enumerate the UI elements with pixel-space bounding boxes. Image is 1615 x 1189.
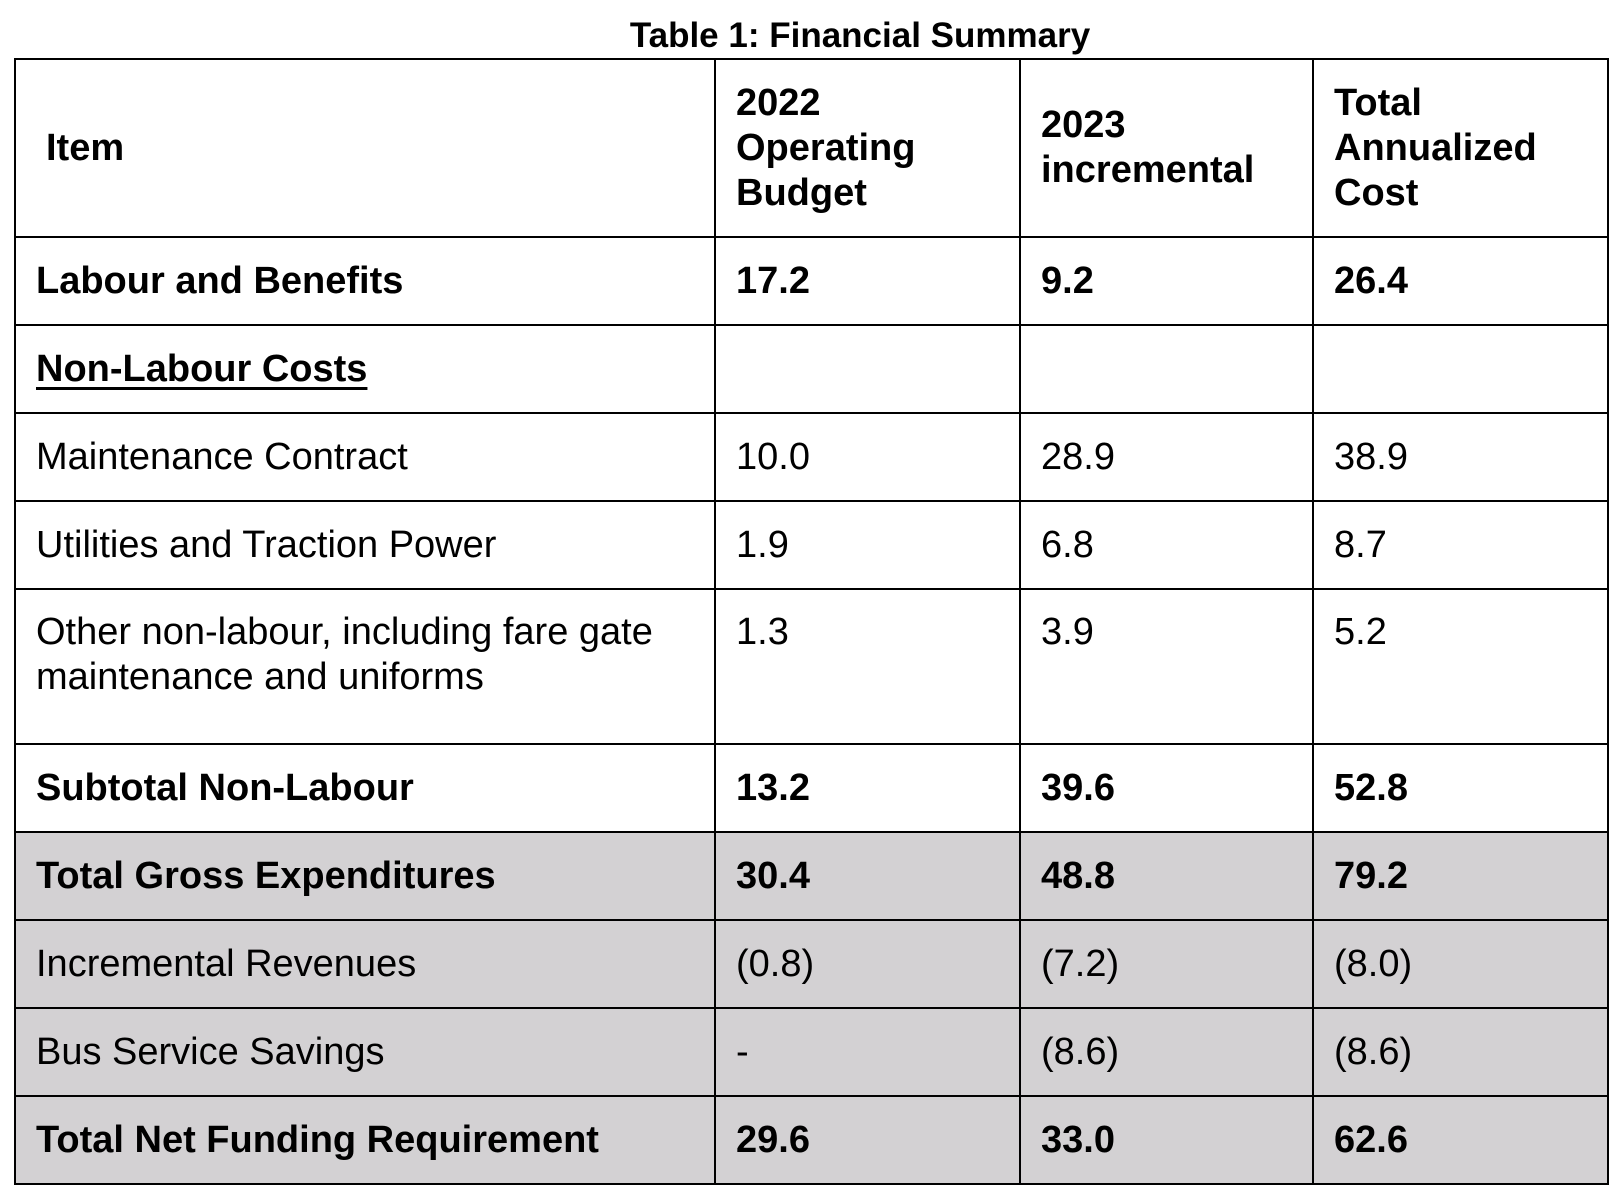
header-2023-incremental: 2023 incremental [1019,58,1314,238]
row-total-value: (8.6) [1312,1007,1609,1097]
header-row: Item 2022 Operating Budget 2023 incremen… [14,58,1609,238]
row-item: Subtotal Non-Labour [14,743,716,833]
row-item: Other non-labour, including fare gate ma… [14,588,716,745]
row-total-value: 62.6 [1312,1095,1609,1185]
table-row: Utilities and Traction Power 1.9 6.8 8.7 [14,500,1609,590]
row-2022-value: 13.2 [714,743,1021,833]
row-item: Maintenance Contract [14,412,716,502]
row-2022-value: (0.8) [714,919,1021,1009]
table-row: Total Net Funding Requirement 29.6 33.0 … [14,1095,1609,1185]
row-total-value: 79.2 [1312,831,1609,921]
header-item: Item [14,58,716,238]
row-2023-value: 9.2 [1019,236,1314,326]
table-row: Maintenance Contract 10.0 28.9 38.9 [14,412,1609,502]
row-item: Total Gross Expenditures [14,831,716,921]
row-item: Bus Service Savings [14,1007,716,1097]
row-2022-value [714,324,1021,414]
row-2022-value: 1.3 [714,588,1021,745]
row-item: Utilities and Traction Power [14,500,716,590]
table-caption: Table 1: Financial Summary [629,16,1091,55]
row-2022-value: 1.9 [714,500,1021,590]
header-total-annualized-cost: Total Annualized Cost [1312,58,1609,238]
row-2023-value: 6.8 [1019,500,1314,590]
row-2023-value: 3.9 [1019,588,1314,745]
row-total-value: 26.4 [1312,236,1609,326]
row-2022-value: 10.0 [714,412,1021,502]
row-item: Labour and Benefits [14,236,716,326]
row-2022-value: - [714,1007,1021,1097]
row-2023-value: (7.2) [1019,919,1314,1009]
row-item: Total Net Funding Requirement [14,1095,716,1185]
table-row: Labour and Benefits 17.2 9.2 26.4 [14,236,1609,326]
row-2022-value: 29.6 [714,1095,1021,1185]
table-row: Incremental Revenues (0.8) (7.2) (8.0) [14,919,1609,1009]
row-2023-value: 48.8 [1019,831,1314,921]
table-row: Non-Labour Costs [14,324,1609,414]
row-2023-value: 33.0 [1019,1095,1314,1185]
row-2023-value: 28.9 [1019,412,1314,502]
row-item: Incremental Revenues [14,919,716,1009]
table-row: Subtotal Non-Labour 13.2 39.6 52.8 [14,743,1609,833]
row-2022-value: 17.2 [714,236,1021,326]
row-2022-value: 30.4 [714,831,1021,921]
row-total-value [1312,324,1609,414]
section-heading: Non-Labour Costs [36,347,368,390]
table-row: Bus Service Savings - (8.6) (8.6) [14,1007,1609,1097]
table-row: Other non-labour, including fare gate ma… [14,588,1609,745]
row-total-value: (8.0) [1312,919,1609,1009]
row-total-value: 52.8 [1312,743,1609,833]
row-item: Non-Labour Costs [14,324,716,414]
row-2023-value: 39.6 [1019,743,1314,833]
financial-summary-table: Item 2022 Operating Budget 2023 incremen… [14,58,1609,1185]
row-total-value: 8.7 [1312,500,1609,590]
header-2022-operating-budget: 2022 Operating Budget [714,58,1021,238]
table-row: Total Gross Expenditures 30.4 48.8 79.2 [14,831,1609,921]
row-total-value: 5.2 [1312,588,1609,745]
row-2023-value [1019,324,1314,414]
row-total-value: 38.9 [1312,412,1609,502]
row-2023-value: (8.6) [1019,1007,1314,1097]
